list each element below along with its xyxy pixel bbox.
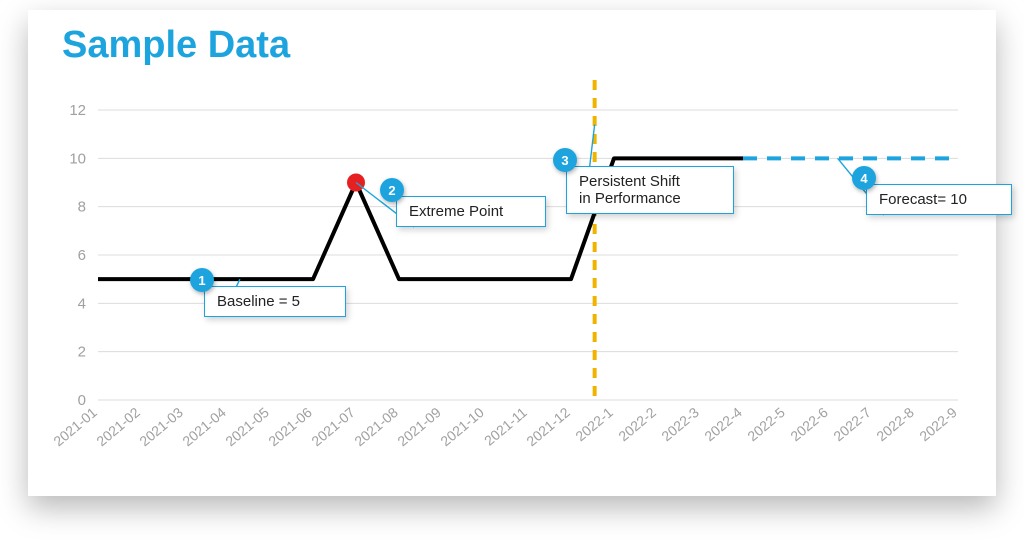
- x-tick-label: 2022-2: [615, 404, 659, 444]
- callout-badge-3: 3: [553, 148, 577, 172]
- x-tick-label: 2021-10: [437, 404, 487, 449]
- callout-box-1: Baseline = 5: [204, 286, 346, 317]
- x-tick-label: 2022-6: [787, 404, 831, 444]
- callout-badge-4: 4: [852, 166, 876, 190]
- x-tick-label: 2022-7: [830, 404, 874, 444]
- x-tick-label: 2022-9: [916, 404, 960, 444]
- x-tick-label: 2021-02: [93, 404, 143, 449]
- chart-plot: 0246810122021-012021-022021-032021-04202…: [98, 110, 958, 400]
- callout-badge-1: 1: [190, 268, 214, 292]
- y-tick-label: 0: [78, 392, 86, 409]
- chart-card: Sample Data 0246810122021-012021-022021-…: [28, 10, 996, 496]
- x-tick-label: 2021-08: [351, 404, 401, 449]
- x-tick-label: 2021-01: [50, 404, 100, 449]
- x-tick-label: 2022-1: [572, 404, 616, 444]
- callout-box-4: Forecast= 10: [866, 184, 1012, 215]
- x-tick-label: 2021-11: [481, 404, 530, 449]
- callout-box-3: Persistent Shift in Performance: [566, 166, 734, 214]
- callout-box-2: Extreme Point: [396, 196, 546, 227]
- callout-badge-2: 2: [380, 178, 404, 202]
- y-tick-label: 12: [69, 102, 86, 119]
- y-tick-label: 6: [78, 247, 86, 264]
- chart-title: Sample Data: [62, 24, 290, 67]
- y-tick-label: 4: [78, 295, 86, 312]
- x-tick-label: 2021-09: [394, 404, 444, 449]
- x-tick-label: 2021-04: [179, 404, 229, 449]
- x-tick-label: 2021-07: [308, 404, 358, 449]
- x-tick-label: 2021-06: [265, 404, 315, 449]
- x-tick-label: 2021-12: [523, 404, 573, 449]
- y-tick-label: 2: [78, 344, 86, 361]
- x-tick-label: 2022-4: [701, 404, 745, 444]
- x-tick-label: 2021-03: [136, 404, 186, 449]
- y-tick-label: 8: [78, 199, 86, 216]
- x-tick-label: 2022-3: [658, 404, 702, 444]
- x-tick-label: 2022-8: [873, 404, 917, 444]
- y-tick-label: 10: [69, 150, 86, 167]
- x-tick-label: 2022-5: [744, 404, 788, 444]
- x-tick-label: 2021-05: [222, 404, 272, 449]
